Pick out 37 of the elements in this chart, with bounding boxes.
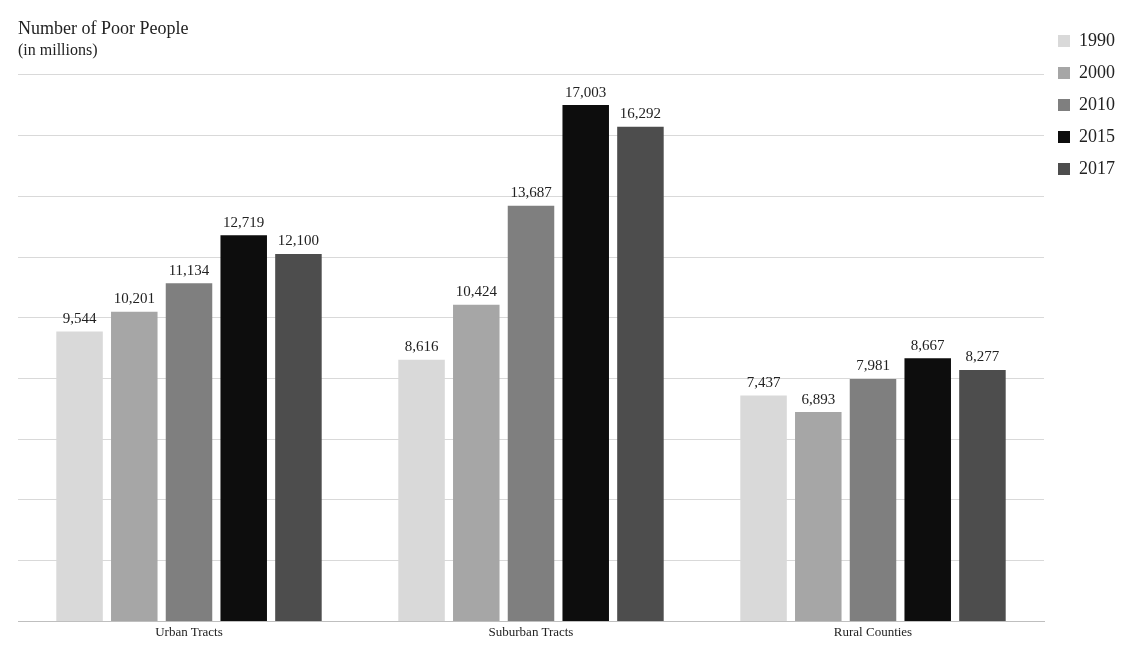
bar xyxy=(562,105,609,621)
x-tick-label: Suburban Tracts xyxy=(488,623,574,639)
bar xyxy=(795,412,842,621)
bar xyxy=(111,311,158,621)
chart-title: Number of Poor People xyxy=(18,17,189,38)
x-tick-label: Urban Tracts xyxy=(155,623,223,639)
data-label: 7,981 xyxy=(856,357,890,374)
legend-label: 2015 xyxy=(1079,125,1115,146)
data-label: 9,544 xyxy=(62,310,97,327)
data-label: 17,003 xyxy=(565,83,607,100)
data-label: 8,616 xyxy=(404,338,439,355)
data-label: 12,719 xyxy=(223,213,265,230)
data-label: 11,134 xyxy=(168,261,210,278)
legend-label: 2000 xyxy=(1079,61,1115,82)
bar xyxy=(959,370,1006,621)
bar xyxy=(453,304,500,621)
data-label: 8,667 xyxy=(910,336,946,353)
data-label: 13,687 xyxy=(510,184,553,201)
data-label: 12,100 xyxy=(277,232,320,249)
data-label: 8,277 xyxy=(965,348,1000,365)
legend-label: 1990 xyxy=(1079,29,1115,50)
x-tick-label: Rural Counties xyxy=(833,623,913,639)
bar xyxy=(849,379,897,621)
bar xyxy=(220,235,267,621)
legend-label: 2010 xyxy=(1079,93,1115,114)
data-label: 6,893 xyxy=(801,390,836,407)
data-label: 10,424 xyxy=(455,283,498,300)
legend-label: 2017 xyxy=(1079,157,1115,178)
data-label: 10,201 xyxy=(113,290,155,307)
bar xyxy=(904,358,951,621)
data-label: 7,437 xyxy=(746,374,781,390)
data-label: 16,292 xyxy=(619,105,662,122)
bar xyxy=(507,205,555,621)
bar xyxy=(165,283,213,621)
bar xyxy=(275,253,322,621)
bar xyxy=(617,126,664,621)
chart-subtitle: (in millions) xyxy=(18,41,98,60)
